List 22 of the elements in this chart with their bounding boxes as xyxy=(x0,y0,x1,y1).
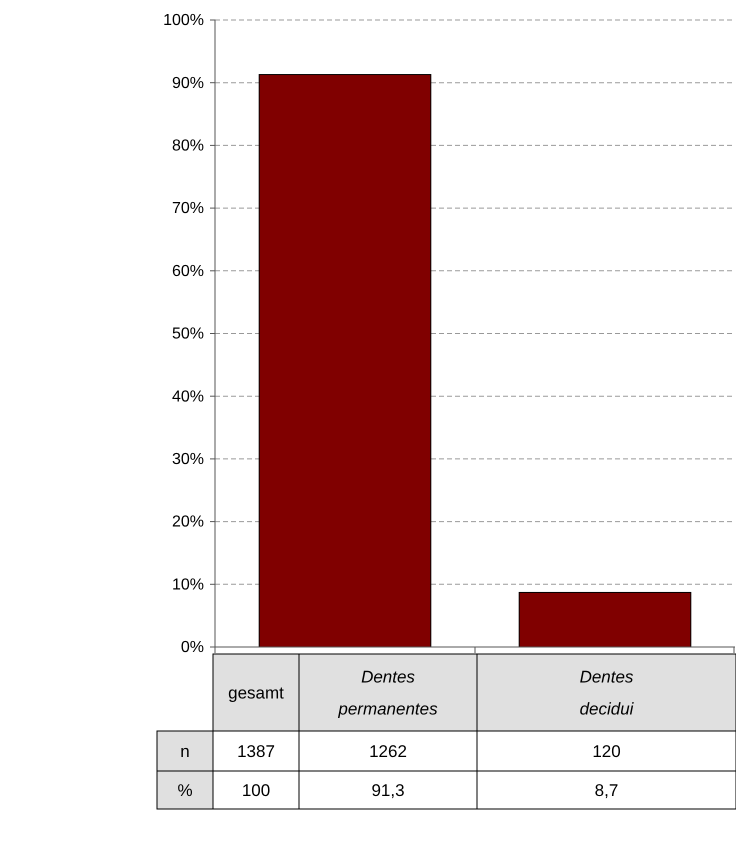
x-tick-label: Dentes decidui xyxy=(580,668,635,718)
y-tick-label: 30% xyxy=(172,451,204,468)
y-tick-label: 0% xyxy=(180,639,204,656)
text: 1387 xyxy=(237,742,275,761)
x-tick-label: Dentes permanentes xyxy=(337,668,438,718)
text: 1262 xyxy=(369,742,407,761)
text: % xyxy=(177,781,193,800)
y-tick-label: 100% xyxy=(163,12,204,30)
data-label: 8,7 xyxy=(594,781,618,800)
y-tick-label: 10% xyxy=(172,576,204,594)
y-tick-label: 60% xyxy=(172,262,204,280)
y-tick-label: 40% xyxy=(172,388,204,406)
y-tick-label: 90% xyxy=(172,74,204,92)
y-tick-label: 70% xyxy=(172,200,204,218)
text: 100 xyxy=(242,781,270,800)
text: gesamt xyxy=(228,684,284,702)
y-tick-label: 50% xyxy=(172,326,204,343)
y-tick-label: 20% xyxy=(172,514,204,531)
y-tick-label: 80% xyxy=(172,138,204,155)
text: 120 xyxy=(592,742,621,761)
text: n xyxy=(180,742,190,761)
data-label: 91,3 xyxy=(371,781,405,800)
